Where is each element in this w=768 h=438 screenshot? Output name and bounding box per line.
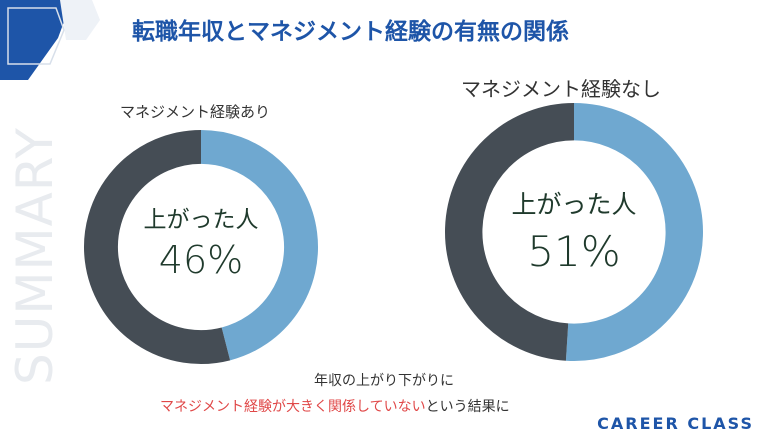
- slice-other: [445, 103, 575, 361]
- brand-logo-text: CAREER CLASS: [597, 414, 754, 433]
- chart-label-with-management: マネジメント経験あり: [120, 103, 271, 121]
- chart-label-without-management: マネジメント経験なし: [461, 77, 661, 101]
- slice-other: [84, 130, 231, 364]
- conclusion-highlight: マネジメント経験が大きく関係していない: [160, 399, 426, 415]
- center-percentage: 46%: [158, 238, 244, 282]
- center-percentage: 51%: [527, 227, 621, 276]
- center-text-with-management: 上がった人 46%: [141, 200, 261, 282]
- conclusion-rest: という結果に: [425, 399, 510, 415]
- slice-increased: [565, 103, 703, 361]
- donut-chart-without-management: [445, 103, 703, 361]
- corner-hexagon-graphic: [0, 0, 100, 80]
- conclusion-line-2: マネジメント経験が大きく関係していないという結果に: [160, 396, 510, 416]
- center-text-without-management: 上がった人 51%: [504, 185, 644, 276]
- conclusion-line-1: 年収の上がり下がりに: [314, 373, 454, 389]
- center-caption: 上がった人: [143, 207, 259, 233]
- summary-watermark: SUMMARY: [6, 127, 64, 385]
- donut-chart-with-management: [84, 130, 318, 364]
- center-caption: 上がった人: [511, 190, 637, 219]
- page-title: 転職年収とマネジメント経験の有無の関係: [132, 19, 569, 45]
- slice-increased: [200, 130, 318, 361]
